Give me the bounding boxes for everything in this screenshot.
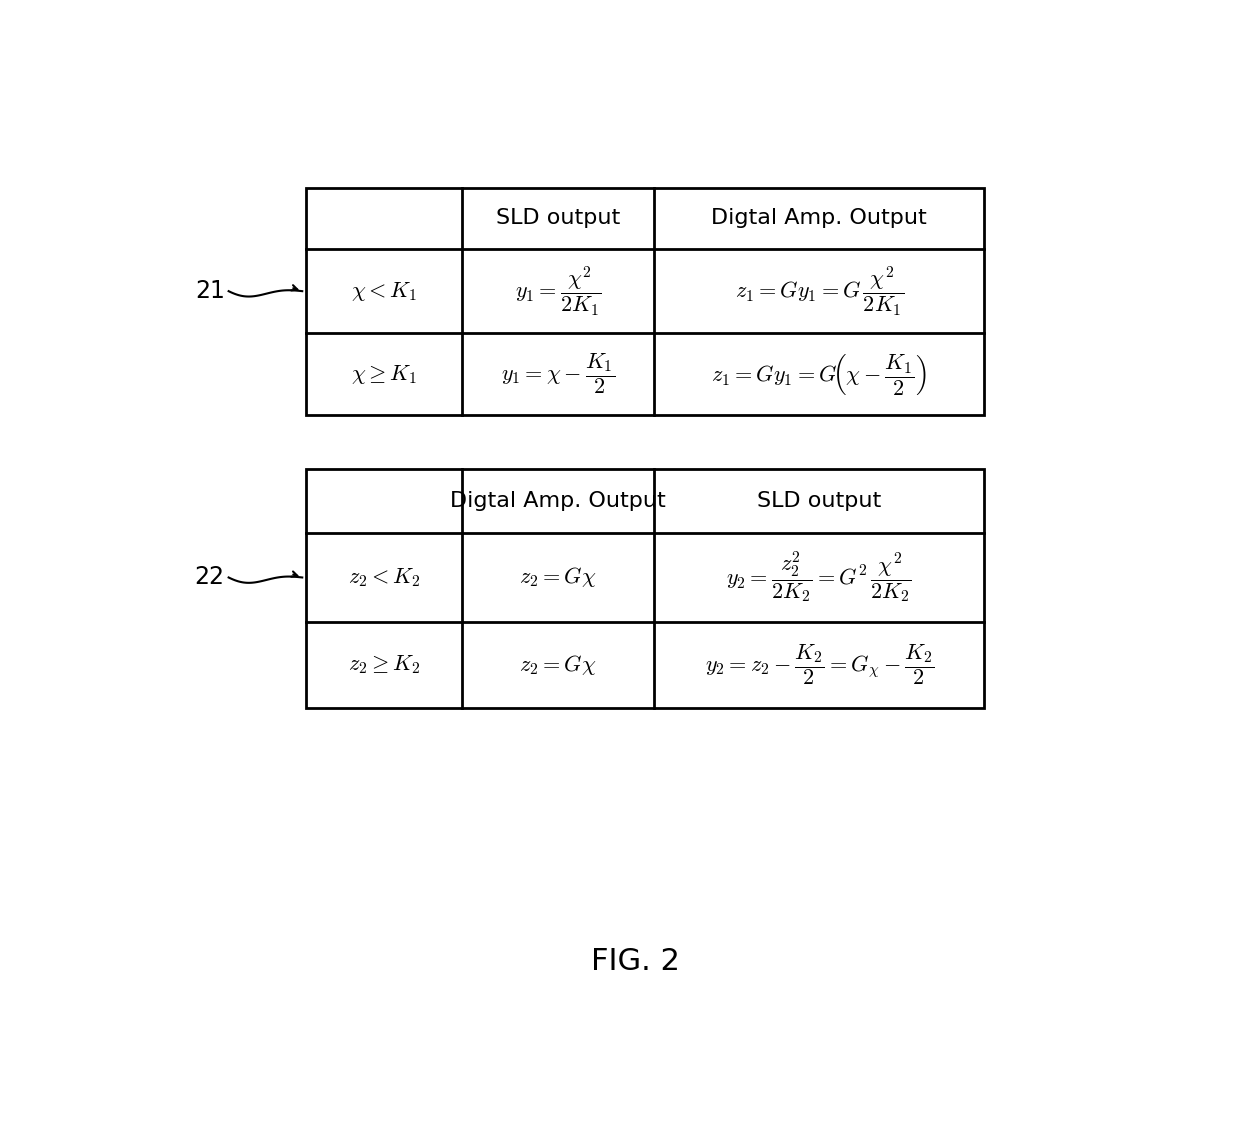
Text: SLD output: SLD output <box>496 209 620 228</box>
Text: Digtal Amp. Output: Digtal Amp. Output <box>450 491 666 511</box>
Text: $z_2 = G\chi$: $z_2 = G\chi$ <box>520 652 596 676</box>
Text: $z_2 \geq K_2$: $z_2 \geq K_2$ <box>348 653 420 676</box>
Text: $z_1 = Gy_1 = G\!\left(\chi - \dfrac{K_1}{2}\right)$: $z_1 = Gy_1 = G\!\left(\chi - \dfrac{K_1… <box>712 351 928 396</box>
Text: $y_2 = \dfrac{z_2^2}{2K_2} = G^2\,\dfrac{\chi^2}{2K_2}$: $y_2 = \dfrac{z_2^2}{2K_2} = G^2\,\dfrac… <box>727 550 913 605</box>
Text: $y_2 = z_2 - \dfrac{K_2}{2} = G_{\chi} - \dfrac{K_2}{2}$: $y_2 = z_2 - \dfrac{K_2}{2} = G_{\chi} -… <box>704 642 934 687</box>
Text: SLD output: SLD output <box>758 491 882 511</box>
Text: Digtal Amp. Output: Digtal Amp. Output <box>712 209 928 228</box>
Text: $y_1 = \dfrac{\chi^2}{2K_1}$: $y_1 = \dfrac{\chi^2}{2K_1}$ <box>515 264 601 318</box>
Text: FIG. 2: FIG. 2 <box>591 947 680 976</box>
Bar <box>306 468 985 707</box>
Bar <box>306 188 985 414</box>
Text: $z_2 < K_2$: $z_2 < K_2$ <box>348 566 420 589</box>
Text: 21: 21 <box>195 279 224 303</box>
Text: $\chi \geq K_1$: $\chi \geq K_1$ <box>351 363 418 386</box>
Text: $y_1 = \chi - \dfrac{K_1}{2}$: $y_1 = \chi - \dfrac{K_1}{2}$ <box>501 351 615 396</box>
Text: 22: 22 <box>195 566 224 589</box>
Text: $z_1 = Gy_1 = G\,\dfrac{\chi^2}{2K_1}$: $z_1 = Gy_1 = G\,\dfrac{\chi^2}{2K_1}$ <box>734 264 904 318</box>
Text: $\chi < K_1$: $\chi < K_1$ <box>351 280 418 303</box>
Text: $z_2 = G\chi$: $z_2 = G\chi$ <box>520 566 596 589</box>
